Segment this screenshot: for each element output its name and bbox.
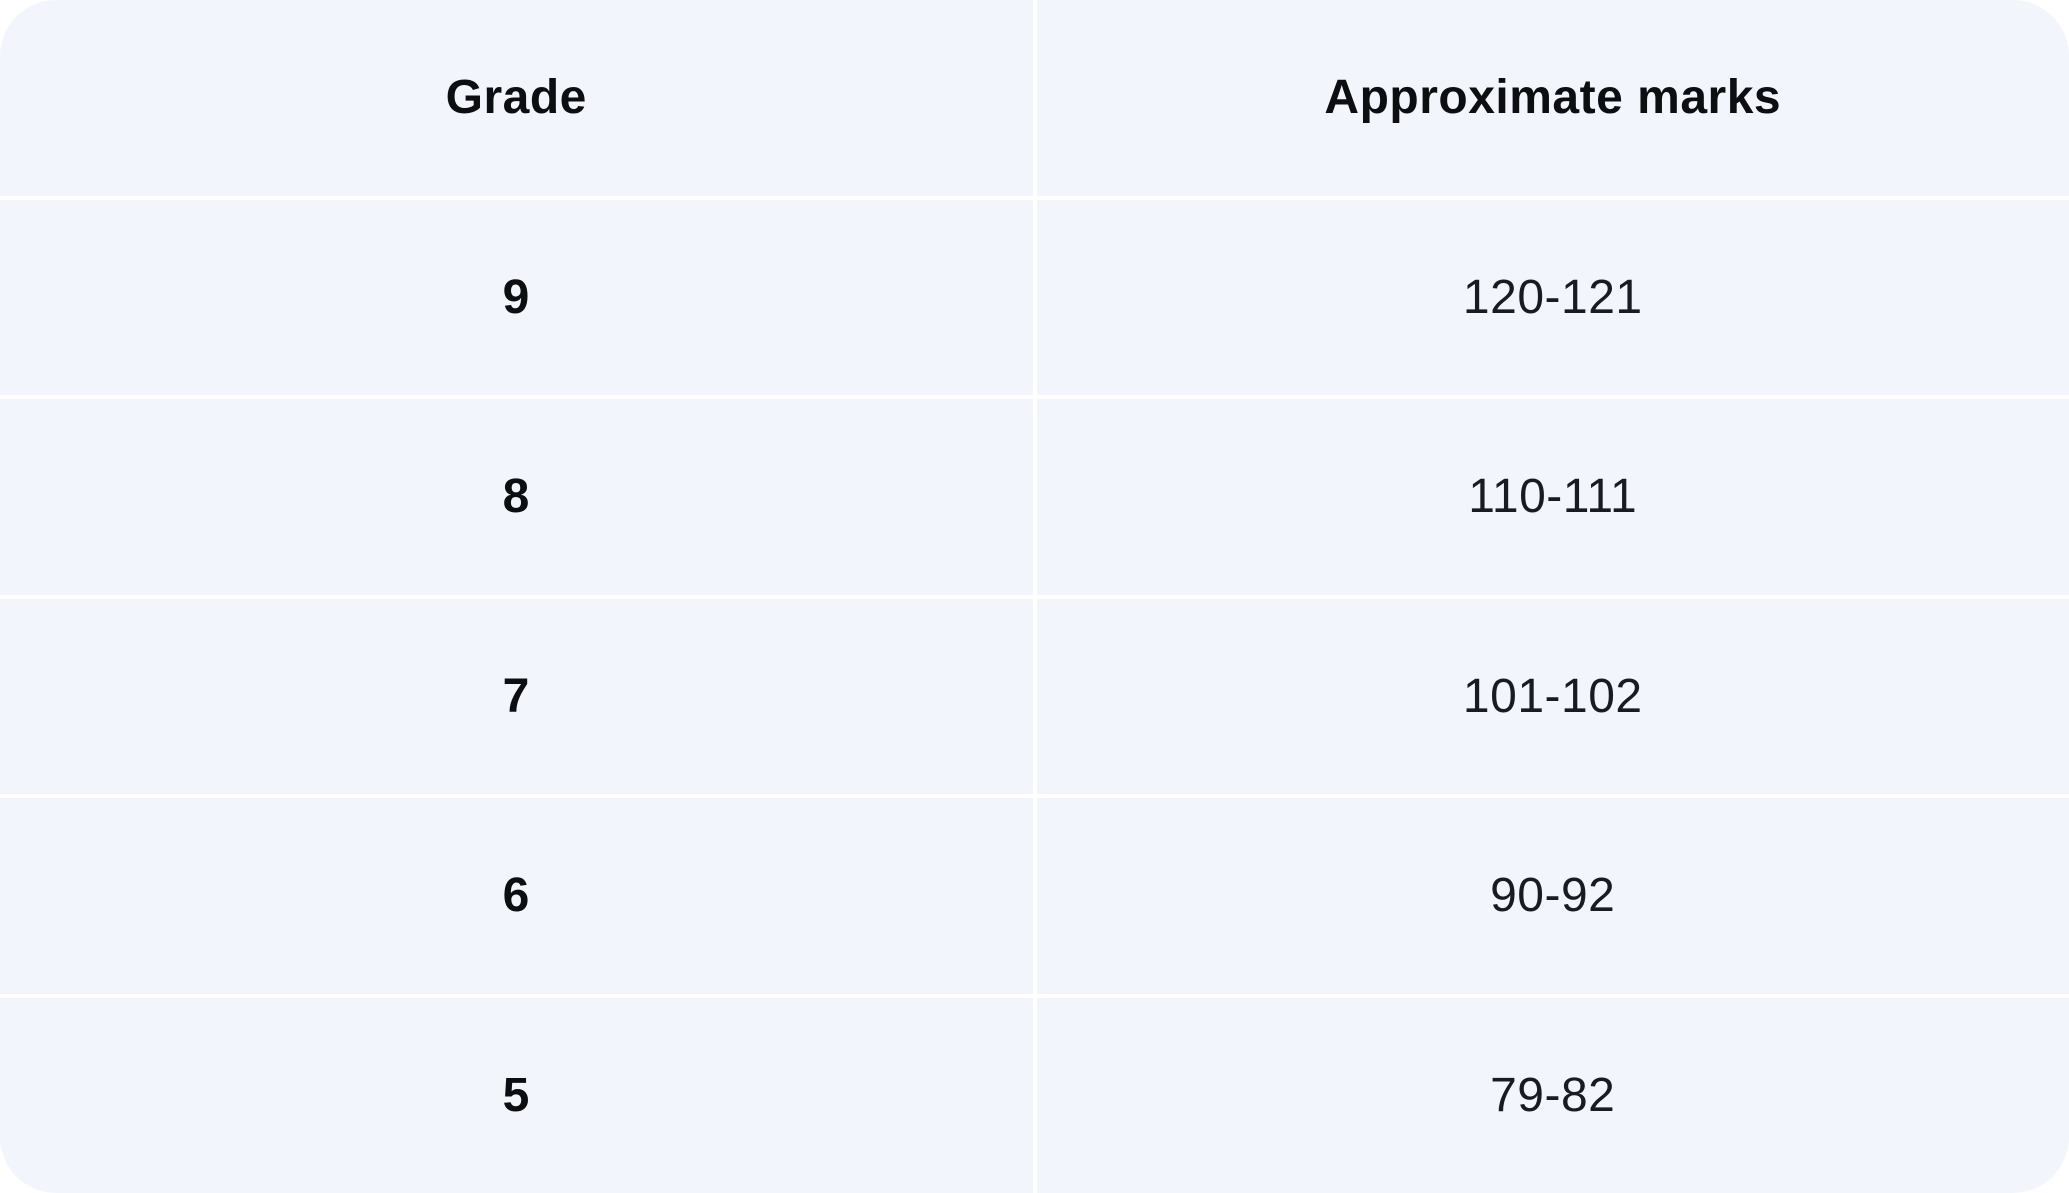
grade-cell: 7 [0,598,1033,794]
column-header-approximate-marks: Approximate marks [1036,0,2069,196]
grade-cell: 9 [0,199,1033,395]
grade-cell: 5 [0,997,1033,1193]
column-header-grade: Grade [0,0,1033,196]
grade-cell: 6 [0,798,1033,994]
marks-cell: 90-92 [1036,798,2069,994]
marks-cell: 120-121 [1036,199,2069,395]
marks-cell: 79-82 [1036,997,2069,1193]
marks-cell: 110-111 [1036,399,2069,595]
marks-cell: 101-102 [1036,598,2069,794]
grade-cell: 8 [0,399,1033,595]
